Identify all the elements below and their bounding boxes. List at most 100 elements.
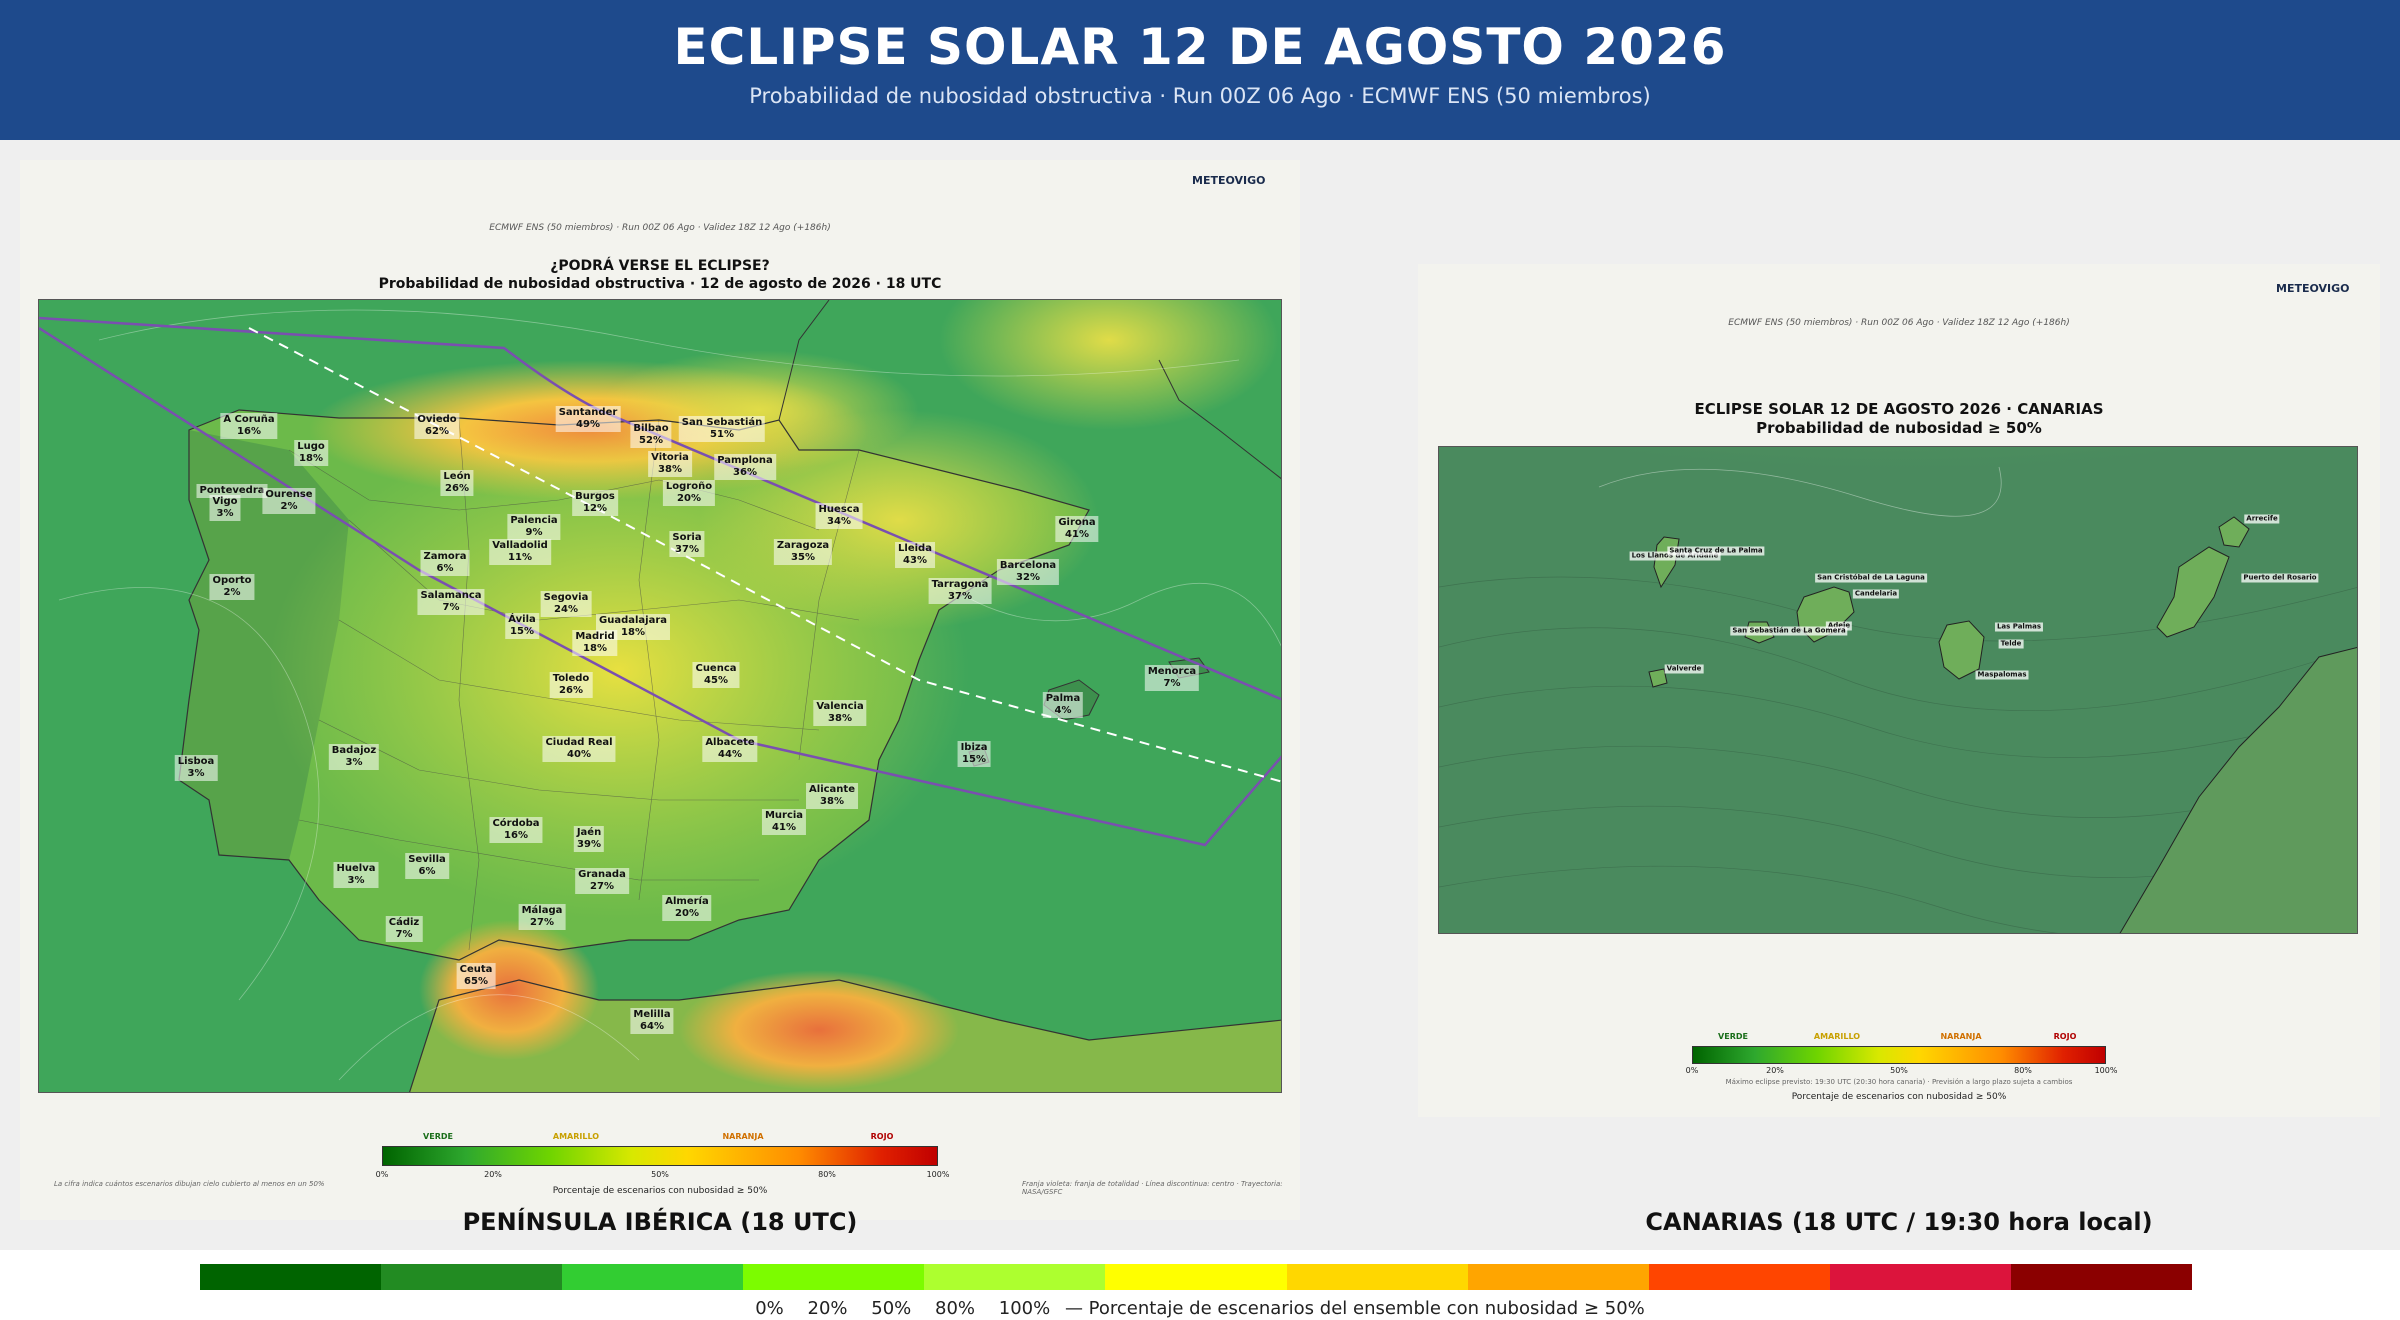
city-label: Huelva 3%: [333, 862, 379, 888]
city-label: Madrid 18%: [572, 630, 618, 656]
colorbar-tick: 80%: [818, 1170, 836, 1179]
map-title-line2: Probabilidad de nubosidad obstructiva · …: [378, 275, 942, 292]
bottom-legend: 0% 20% 50% 80% 100% — Porcentaje de esce…: [0, 1250, 2400, 1320]
city-label: Almería 20%: [662, 895, 712, 921]
city-label: Salamanca 7%: [417, 589, 485, 615]
city-label: Tarragona 37%: [928, 578, 992, 604]
colorbar-tick: 20%: [1766, 1066, 1784, 1075]
legend-color-swatch: [562, 1264, 744, 1290]
peninsula-panel: METEOVIGO ECMWF ENS (50 miembros) · Run …: [20, 160, 1300, 1220]
city-label: Burgos 12%: [572, 490, 618, 516]
city-label: Murcia 41%: [761, 809, 807, 835]
place-label: Puerto del Rosario: [2241, 573, 2319, 583]
city-label: Segovia 24%: [540, 591, 592, 617]
colorbar-tick: 0%: [375, 1170, 389, 1179]
city-label: Barcelona 32%: [996, 559, 1060, 585]
legend-color-strip: [200, 1264, 2193, 1290]
city-label: Santander 49%: [555, 406, 621, 432]
legend-color-swatch: [1286, 1264, 1468, 1290]
canarias-panel: METEOVIGO ECMWF ENS (50 miembros) · Run …: [1418, 264, 2380, 1117]
legend-color-swatch: [924, 1264, 1106, 1290]
city-label: Oporto 2%: [209, 574, 255, 600]
legend-caption-text: — Porcentaje de escenarios del ensemble …: [1064, 1298, 1645, 1319]
place-label: Las Palmas: [1994, 622, 2044, 632]
place-label: Adeje: [1825, 621, 1853, 631]
city-label: Toledo 26%: [549, 672, 593, 698]
city-label: Alicante 38%: [806, 783, 858, 809]
city-label: Jaén 39%: [573, 826, 605, 852]
legend-color-swatch: [1467, 1264, 1649, 1290]
colorbar-tick: 0%: [1685, 1066, 1699, 1075]
legend-color-swatch: [381, 1264, 563, 1290]
legend-tick: 50%: [871, 1298, 912, 1319]
colorbar-tick: 80%: [2014, 1066, 2032, 1075]
city-label: Granada 27%: [575, 868, 629, 894]
city-label: Melilla 64%: [630, 1008, 674, 1034]
legend-color-swatch: [1648, 1264, 1830, 1290]
header: ECLIPSE SOLAR 12 DE AGOSTO 2026 Probabil…: [0, 0, 2400, 140]
colorbar-category: VERDE: [423, 1132, 453, 1141]
brand-logo: METEOVIGO: [1192, 174, 1266, 187]
city-label: Oviedo 62%: [414, 413, 460, 439]
colorbar-tick: 20%: [484, 1170, 502, 1179]
legend-color-swatch: [1105, 1264, 1287, 1290]
peninsula-map[interactable]: A Coruña 16% Lugo 18% Oviedo 62% Santander 4…: [38, 299, 1282, 1093]
place-label: Valverde: [1664, 664, 1704, 674]
place-label: Maspalomas: [1975, 670, 2029, 680]
city-label: Ourense 2%: [262, 488, 316, 514]
legend-tick: 100%: [998, 1298, 1051, 1319]
city-label: Badajoz 3%: [328, 744, 380, 770]
colorbar-tick: 50%: [1890, 1066, 1908, 1075]
canarias-note: Máximo eclipse previsto: 19:30 UTC (20:3…: [1725, 1078, 2073, 1086]
city-label: Pontevedra: [196, 484, 268, 498]
place-label: Arrecife: [2244, 514, 2280, 524]
map-title: ¿PODRÁ VERSE EL ECLIPSE? Probabilidad de…: [20, 258, 1300, 293]
colorbar-gradient: [382, 1146, 938, 1166]
colorbar-category: NARANJA: [1940, 1032, 1982, 1041]
city-label: Málaga 27%: [518, 904, 566, 930]
canarias-map-graphic: [1439, 447, 2357, 933]
city-label: Lleida 43%: [895, 542, 935, 568]
city-label: A Coruña 16%: [220, 413, 278, 439]
city-label: Valladolid 11%: [489, 539, 551, 565]
city-label: Girona 41%: [1055, 516, 1099, 542]
city-label: Zamora 6%: [420, 550, 470, 576]
colorbar-category: ROJO: [2053, 1032, 2077, 1041]
city-label: Sevilla 6%: [405, 853, 449, 879]
legend-tick: 20%: [807, 1298, 848, 1319]
source-note: ECMWF ENS (50 miembros) · Run 00Z 06 Ago…: [489, 223, 831, 233]
place-label: Candelaria: [1852, 589, 1900, 599]
canarias-map[interactable]: Los Llanos de Aridane Santa Cruz de La P…: [1438, 446, 2358, 934]
map-title: ECLIPSE SOLAR 12 DE AGOSTO 2026 · CANARI…: [1418, 400, 2380, 438]
page-subtitle: Probabilidad de nubosidad obstructiva · …: [749, 84, 1651, 108]
map-title-line1: ¿PODRÁ VERSE EL ECLIPSE?: [550, 258, 770, 274]
page-title: ECLIPSE SOLAR 12 DE AGOSTO 2026: [673, 18, 1727, 76]
colorbar-category: AMARILLO: [552, 1132, 600, 1141]
legend-tick: 0%: [755, 1298, 784, 1319]
brand-logo: METEOVIGO: [2276, 282, 2350, 295]
colorbar-label: Porcentaje de escenarios con nubosidad ≥…: [1791, 1092, 2007, 1102]
city-label: Menorca 7%: [1144, 665, 1200, 691]
city-label: Bilbao 52%: [630, 422, 672, 448]
city-label: Ceuta 65%: [456, 963, 496, 989]
city-label: Ibiza 15%: [957, 741, 991, 767]
city-label: Zaragoza 35%: [773, 539, 833, 565]
city-label: Ávila 15%: [505, 613, 539, 639]
colorbar-gradient: [1692, 1046, 2106, 1064]
footnote-right: Franja violeta: franja de totalidad · Lí…: [1022, 1180, 1283, 1196]
legend-color-swatch: [743, 1264, 925, 1290]
colorbar-category: AMARILLO: [1813, 1032, 1861, 1041]
section-title-peninsula: PENÍNSULA IBÉRICA (18 UTC): [462, 1208, 858, 1236]
city-label: Lisboa 3%: [174, 755, 218, 781]
city-label: Albacete 44%: [702, 736, 758, 762]
place-label: Telde: [1998, 639, 2024, 649]
city-label: Vigo 3%: [209, 495, 241, 521]
city-label: Cuenca 45%: [692, 662, 740, 688]
legend-color-swatch: [2010, 1264, 2193, 1290]
colorbar-label: Porcentaje de escenarios con nubosidad ≥…: [552, 1186, 768, 1196]
colorbar: VERDE AMARILLO NARANJA ROJO 0% 20% 50% 8…: [1686, 1032, 2118, 1112]
map-title-line1: ECLIPSE SOLAR 12 DE AGOSTO 2026 · CANARI…: [1694, 400, 2104, 418]
place-label: Los Llanos de Aridane: [1629, 551, 1721, 561]
colorbar-tick: 50%: [651, 1170, 669, 1179]
city-label: Lugo 18%: [294, 440, 328, 466]
